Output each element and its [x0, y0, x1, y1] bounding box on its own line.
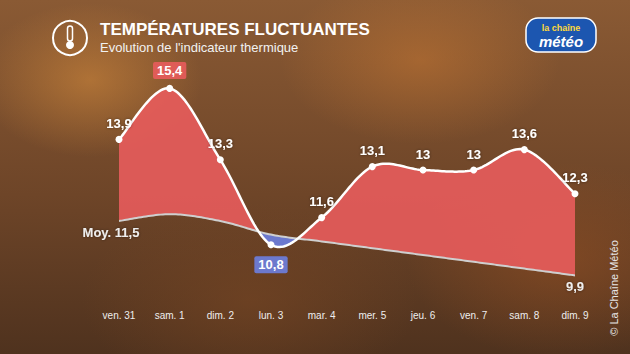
- svg-text:13,6: 13,6: [512, 126, 537, 141]
- svg-text:dim. 2: dim. 2: [207, 310, 235, 321]
- svg-text:sam. 1: sam. 1: [155, 310, 185, 321]
- svg-text:lun. 3: lun. 3: [259, 310, 284, 321]
- svg-text:13,1: 13,1: [360, 143, 385, 158]
- svg-text:13: 13: [416, 147, 430, 162]
- svg-text:la chaîne: la chaîne: [542, 23, 581, 33]
- svg-text:13: 13: [466, 147, 480, 162]
- svg-text:ven. 7: ven. 7: [460, 310, 488, 321]
- svg-text:TEMPÉRATURES FLUCTUANTES: TEMPÉRATURES FLUCTUANTES: [100, 20, 370, 39]
- svg-text:mer. 5: mer. 5: [358, 310, 386, 321]
- svg-text:12,3: 12,3: [562, 170, 587, 185]
- svg-text:mar. 4: mar. 4: [308, 310, 336, 321]
- svg-text:15,4: 15,4: [157, 63, 183, 78]
- svg-text:Evolution de l'indicateur ther: Evolution de l'indicateur thermique: [100, 40, 298, 55]
- svg-text:sam. 8: sam. 8: [509, 310, 539, 321]
- svg-text:9,9: 9,9: [566, 279, 584, 294]
- svg-text:© La Chaîne Météo: © La Chaîne Météo: [608, 240, 620, 336]
- svg-text:11,6: 11,6: [309, 194, 334, 209]
- svg-text:13,9: 13,9: [106, 116, 131, 131]
- svg-text:13,3: 13,3: [208, 136, 233, 151]
- svg-text:jeu. 6: jeu. 6: [410, 310, 436, 321]
- svg-text:Moy. 11,5: Moy. 11,5: [83, 225, 140, 240]
- svg-text:météo: météo: [539, 33, 583, 50]
- svg-text:ven. 31: ven. 31: [103, 310, 136, 321]
- svg-text:dim. 9: dim. 9: [561, 310, 589, 321]
- svg-text:10,8: 10,8: [258, 257, 283, 272]
